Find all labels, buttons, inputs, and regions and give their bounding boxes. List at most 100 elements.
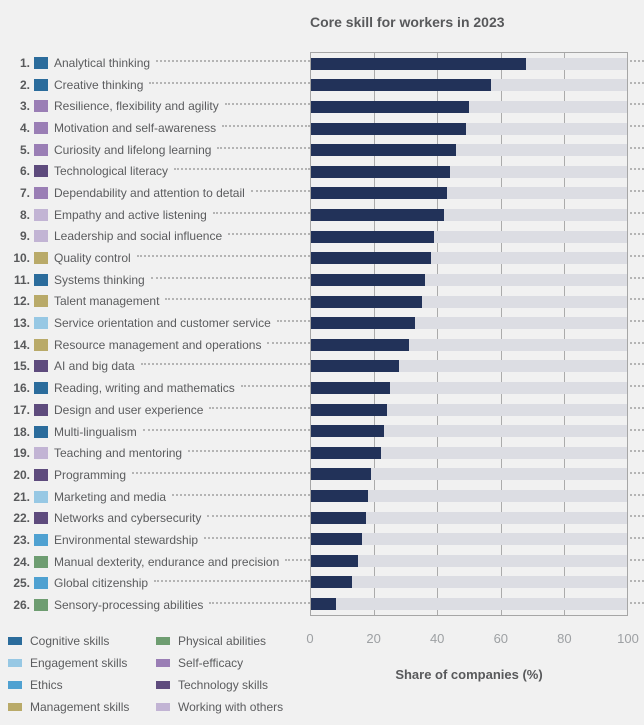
dotted-leader-right xyxy=(630,124,644,127)
dotted-leader-right xyxy=(630,276,644,279)
skill-rank: 16. xyxy=(13,381,30,396)
dotted-leader xyxy=(209,406,310,409)
category-swatch-physical xyxy=(34,555,48,568)
bar-track xyxy=(311,533,627,546)
bar-track xyxy=(311,403,627,416)
skill-label: Empathy and active listening xyxy=(54,207,207,222)
dotted-leader xyxy=(188,450,310,453)
skill-label: Quality control xyxy=(54,251,131,266)
dotted-leader xyxy=(154,580,310,583)
dotted-leader xyxy=(156,59,310,62)
dotted-leader-right xyxy=(630,211,644,214)
right-dot-row xyxy=(630,269,644,291)
skill-row: 9. Leadership and social influence xyxy=(8,226,310,248)
right-dot-row xyxy=(630,74,644,96)
skill-row: 5. Curiosity and lifelong learning xyxy=(8,139,310,161)
bar-track xyxy=(311,381,627,394)
right-dot-row xyxy=(630,356,644,378)
skill-row: 23. Environmental stewardship xyxy=(8,529,310,551)
skill-label: Multi-lingualism xyxy=(54,424,137,439)
bar-row xyxy=(311,118,627,140)
dotted-leader xyxy=(224,103,310,106)
bar-row xyxy=(311,593,627,615)
bar-row xyxy=(311,96,627,118)
dotted-leader xyxy=(204,536,310,539)
right-dot-row xyxy=(630,377,644,399)
bar-track xyxy=(311,101,627,114)
dotted-leader xyxy=(217,146,310,149)
bar-track xyxy=(311,468,627,481)
dotted-leader xyxy=(149,81,310,84)
bar-track xyxy=(311,187,627,200)
dotted-leader-right xyxy=(630,81,644,84)
skill-row: 18. Multi-lingualism xyxy=(8,421,310,443)
dotted-leader xyxy=(250,189,310,192)
skill-rank: 5. xyxy=(19,142,30,157)
skill-rank: 12. xyxy=(13,294,30,309)
bar-row xyxy=(311,226,627,248)
dotted-leader-right xyxy=(630,515,644,518)
category-swatch-engagement xyxy=(34,490,48,503)
bar-track xyxy=(311,489,627,502)
x-tick-label: 20 xyxy=(366,631,381,646)
bar xyxy=(311,165,451,178)
bar-track xyxy=(311,165,627,178)
skill-row: 15. AI and big data xyxy=(8,356,310,378)
right-dot-row xyxy=(630,312,644,334)
category-swatch-working xyxy=(34,230,48,243)
right-dot-row xyxy=(630,594,644,616)
dotted-leader-right xyxy=(630,59,644,62)
dotted-leader-right xyxy=(630,363,644,366)
x-tick-label: 80 xyxy=(557,631,572,646)
bar-track xyxy=(311,576,627,589)
skill-row: 24. Manual dexterity, endurance and preci… xyxy=(8,551,310,573)
right-dot-row xyxy=(630,139,644,161)
bar-track xyxy=(311,338,627,351)
bar xyxy=(311,295,422,308)
right-dot-row xyxy=(630,182,644,204)
skill-row: 3. Resilience, flexibility and agility xyxy=(8,95,310,117)
right-dotted-leaders xyxy=(630,52,644,616)
bar xyxy=(311,489,368,502)
bar-track xyxy=(311,425,627,438)
bar xyxy=(311,554,359,567)
dotted-leader-right xyxy=(630,602,644,605)
bar xyxy=(311,122,466,135)
skill-label: Sensory-processing abilities xyxy=(54,598,204,613)
skill-row: 19. Teaching and mentoring xyxy=(8,442,310,464)
bar-row xyxy=(311,442,627,464)
bar xyxy=(311,468,372,481)
bar-track xyxy=(311,360,627,373)
dotted-leader-right xyxy=(630,189,644,192)
bar-track xyxy=(311,252,627,265)
bar-row xyxy=(311,485,627,507)
x-axis-title: Share of companies (%) xyxy=(395,667,543,682)
category-swatch-technology xyxy=(34,360,48,373)
right-dot-row xyxy=(630,486,644,508)
skill-row: 7. Dependability and attention to detail xyxy=(8,182,310,204)
category-swatch-working xyxy=(34,208,48,221)
right-dot-row xyxy=(630,334,644,356)
bar-row xyxy=(311,420,627,442)
bar xyxy=(311,381,390,394)
category-swatch-technology xyxy=(34,165,48,178)
category-swatch-management xyxy=(34,295,48,308)
category-swatch-technology xyxy=(34,512,48,525)
legend-label: Technology skills xyxy=(178,678,269,692)
bar-track xyxy=(311,446,627,459)
bar-track xyxy=(311,317,627,330)
bar xyxy=(311,576,353,589)
bar xyxy=(311,511,367,524)
legend-label: Management skills xyxy=(30,700,130,714)
dotted-leader-right xyxy=(630,385,644,388)
legend-item-ethics: Ethics xyxy=(8,674,156,696)
skill-row: 26. Sensory-processing abilities xyxy=(8,594,310,616)
category-swatch-technology xyxy=(34,468,48,481)
bar xyxy=(311,230,435,243)
legend-label: Working with others xyxy=(178,700,284,714)
plot-area xyxy=(310,52,628,616)
category-swatch-cognitive xyxy=(34,78,48,91)
skill-row: 12. Talent management xyxy=(8,291,310,313)
bar-row xyxy=(311,139,627,161)
skill-rank: 11. xyxy=(13,272,30,287)
